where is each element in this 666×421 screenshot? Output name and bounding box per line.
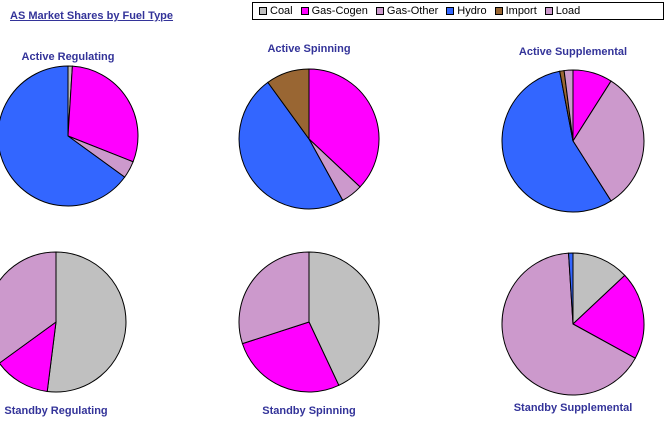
pie-slice-gas-cogen bbox=[67, 65, 139, 163]
pie-title: Standby Supplemental bbox=[514, 402, 633, 414]
pie-slice-load bbox=[563, 69, 574, 142]
pie-chart-standby-regulating: Standby Regulating bbox=[0, 251, 127, 417]
legend-label: Hydro bbox=[457, 5, 487, 17]
legend: Coal Gas-Cogen Gas-Other Hydro Import Load bbox=[252, 2, 664, 20]
legend-item-gas-cogen: Gas-Cogen bbox=[300, 5, 368, 17]
pie-chart-active-spinning: Active Spinning bbox=[238, 43, 380, 210]
page-title: AS Market Shares by Fuel Type bbox=[10, 10, 174, 22]
pie-chart-active-supplemental: Active Supplemental bbox=[501, 46, 645, 213]
pie-slice-gas-cogen bbox=[572, 274, 645, 359]
pie-slice-gas-cogen bbox=[241, 321, 340, 393]
legend-item-coal: Coal bbox=[259, 5, 293, 17]
pie-slice-hydro bbox=[568, 252, 574, 325]
legend-swatch bbox=[300, 7, 309, 15]
pie-title: Standby Spinning bbox=[262, 405, 356, 417]
pie-chart-standby-supplemental: Standby Supplemental bbox=[501, 252, 645, 414]
pie-slice-gas-other bbox=[501, 252, 636, 396]
legend-label: Gas-Other bbox=[386, 5, 439, 17]
pie-slice-gas-other bbox=[572, 80, 645, 202]
legend-swatch bbox=[259, 7, 267, 15]
pie-slice-coal bbox=[308, 251, 380, 387]
pie-slice-gas-cogen bbox=[0, 320, 57, 393]
legend-item-load: Load bbox=[544, 5, 581, 17]
pie-slice-coal bbox=[46, 251, 127, 393]
pie-chart-active-regulating: Active Regulating bbox=[0, 51, 139, 207]
legend-swatch bbox=[375, 7, 384, 15]
pie-slice-hydro bbox=[0, 65, 126, 207]
pie-title: Active Supplemental bbox=[519, 46, 627, 58]
pie-chart-standby-spinning: Standby Spinning bbox=[238, 251, 380, 417]
pie-slice-gas-other bbox=[238, 251, 310, 345]
pie-slice-gas-other bbox=[0, 251, 57, 364]
pie-slice-import bbox=[267, 68, 310, 141]
legend-swatch bbox=[494, 7, 503, 15]
legend-label: Coal bbox=[270, 5, 293, 17]
legend-swatch bbox=[446, 7, 455, 15]
pie-slice-hydro bbox=[238, 81, 344, 210]
pie-slice-gas-cogen bbox=[308, 68, 380, 188]
pie-title: Standby Regulating bbox=[4, 405, 107, 417]
legend-item-hydro: Hydro bbox=[446, 5, 487, 17]
pie-slice-coal bbox=[572, 252, 626, 326]
legend-label: Import bbox=[505, 5, 537, 17]
legend-swatch bbox=[544, 7, 553, 15]
legend-item-gas-other: Gas-Other bbox=[375, 5, 439, 17]
legend-item-import: Import bbox=[494, 5, 537, 17]
legend-label: Gas-Cogen bbox=[311, 5, 368, 17]
pie-slice-hydro bbox=[501, 70, 612, 213]
legend-label: Load bbox=[555, 5, 581, 17]
pie-title: Active Spinning bbox=[267, 43, 350, 55]
pie-title: Active Regulating bbox=[22, 51, 115, 63]
